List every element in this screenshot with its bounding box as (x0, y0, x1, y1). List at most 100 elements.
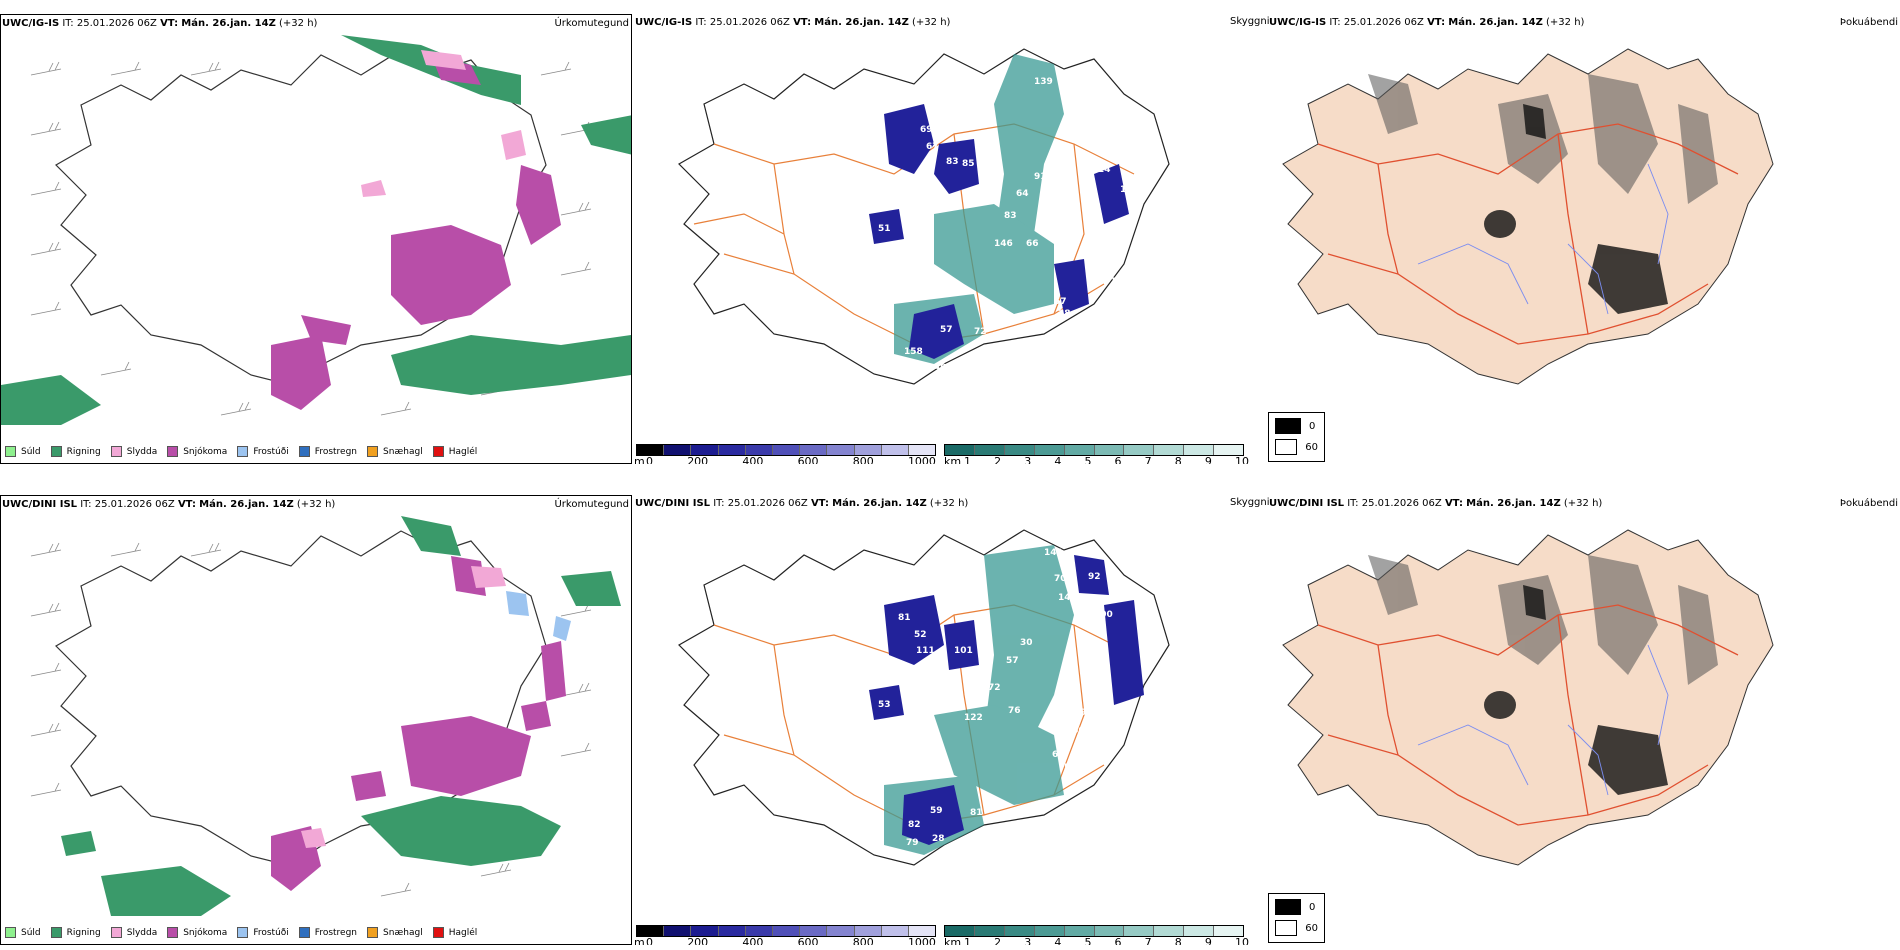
visibility-unit: km (944, 936, 962, 945)
ptype-title: Úrkomutegund (554, 18, 629, 29)
it-value: 25.01.2026 06Z (76, 18, 157, 29)
vt-label: VT: (177, 499, 196, 510)
lead-time: (+32 h) (1563, 498, 1603, 509)
it-value: 25.01.2026 06Z (1343, 17, 1424, 28)
vt-label: VT: (810, 498, 829, 509)
fog-title: Þokuábendi (1839, 498, 1898, 509)
fog-shading (1368, 74, 1718, 204)
frozen-areas (506, 591, 571, 641)
snow-areas (271, 55, 561, 410)
fog-title: Þokuábendi (1839, 17, 1898, 28)
cloud-label: 66 (1026, 239, 1039, 249)
ptype-map (1, 35, 631, 425)
cloud-label: 49 (1116, 588, 1129, 598)
cloud-label: 72 (974, 327, 987, 337)
cloud-label: 57 (1054, 297, 1067, 307)
visibility-title: Skyggni (1230, 16, 1270, 27)
cloud-label: 72 (988, 683, 1001, 693)
cloud-label: 120 (1120, 185, 1139, 195)
cloud-label: 77 (930, 109, 943, 119)
legend-drizzle: Súld (5, 927, 41, 938)
cloud-label: 52 (914, 630, 927, 640)
fog-areas (894, 54, 1064, 364)
legend-freezing-rain: Frostregn (298, 446, 357, 457)
visibility-colorbar (944, 444, 1244, 456)
fog-map (1282, 48, 1774, 385)
it-value: 25.01.2026 06Z (727, 498, 808, 509)
cloudbase-ticks: 0 200 400 600 800 1000 (646, 455, 936, 464)
panel-header: UWC/DINI ISL IT: 25.01.2026 06Z VT: Mán.… (635, 498, 968, 509)
model-name: UWC/DINI ISL (1269, 498, 1345, 509)
legend-freezing-drizzle: Frostúði (237, 927, 289, 938)
vt-value: Mán. 26.jan. 14Z (1448, 17, 1543, 28)
cloud-label: 141 (1044, 548, 1063, 558)
legend-snow: Snjókoma (167, 927, 227, 938)
legend-snow-pellets: Snæhagl (367, 446, 423, 457)
cloud-label: 67 (926, 142, 939, 152)
cloud-label: 122 (964, 713, 983, 723)
sleet-areas (361, 50, 526, 197)
cloudbase-unit: m (634, 455, 645, 464)
cloud-label: 106 (1088, 257, 1107, 267)
visibility-map: 81 52 111 101 53 72 122 76 57 30 70 92 4… (678, 529, 1170, 866)
panel-header: UWC/IG-IS IT: 25.01.2026 06Z VT: Mán. 26… (1269, 17, 1584, 28)
vt-value: Mán. 26.jan. 14Z (181, 18, 276, 29)
snow-areas (271, 556, 566, 891)
cloud-label: 59 (1064, 763, 1077, 773)
fog-roads (1317, 604, 1739, 826)
fog-rivers (1417, 163, 1669, 315)
visibility-panel: UWC/IG-IS IT: 25.01.2026 06Z VT: Mán. 26… (634, 14, 1266, 464)
cloud-label: 99 (1080, 708, 1093, 718)
cloud-label: 81 (898, 613, 911, 623)
cloud-label: 158 (904, 347, 923, 357)
vt-label: VT: (793, 17, 812, 28)
cloudbase-unit: m (634, 936, 645, 945)
it-value: 25.01.2026 06Z (1361, 498, 1442, 509)
ptype-legend: Súld Rigning Slydda Snjókoma Frostúði Fr… (5, 446, 477, 457)
fog-legend: 0 60 (1268, 412, 1325, 462)
ptype-map (30, 516, 621, 916)
cloud-label: 94 (1110, 232, 1123, 242)
cloud-label: 79 (906, 838, 919, 848)
fog-map (1282, 529, 1774, 866)
vt-value: Mán. 26.jan. 14Z (814, 17, 909, 28)
iceland-outline (678, 529, 1170, 866)
legend-freezing-drizzle: Frostúði (237, 446, 289, 457)
cloud-label: 53 (1088, 743, 1101, 753)
cloud-label: 150 (1066, 726, 1085, 736)
panel-header: UWC/DINI ISL IT: 25.01.2026 06Z VT: Mán.… (2, 499, 335, 510)
low-cloud-areas (869, 104, 1129, 359)
fog-dark-cores (1484, 104, 1668, 314)
cloud-base-labels: 81 52 111 101 53 72 122 76 57 30 70 92 4… (878, 548, 1129, 848)
low-cloud-areas (869, 555, 1144, 845)
cloud-label: 101 (954, 646, 973, 656)
panel-header: UWC/IG-IS IT: 25.01.2026 06Z VT: Mán. 26… (635, 17, 950, 28)
vt-value: Mán. 26.jan. 14Z (832, 498, 927, 509)
legend-drizzle: Súld (5, 446, 41, 457)
cloud-label: 57 (1006, 656, 1019, 666)
cloud-label: 200 (1094, 610, 1113, 620)
model-name: UWC/DINI ISL (2, 499, 78, 510)
cloud-label: 111 (916, 646, 935, 656)
cloud-label: 39 (910, 363, 923, 373)
cloud-label: 24 (1098, 165, 1111, 175)
vt-value: Mán. 26.jan. 14Z (1466, 498, 1561, 509)
cloudbase-colorbar (636, 925, 936, 937)
visibility-unit: km (944, 455, 962, 464)
cloud-label: 81 (970, 808, 983, 818)
cloud-label: 92 (1088, 572, 1101, 582)
model-name: UWC/DINI ISL (635, 498, 711, 509)
cloud-label: 83 (938, 127, 951, 137)
it-label: IT: (62, 18, 74, 29)
sleet-areas (301, 566, 506, 848)
wind-barbs (30, 542, 592, 897)
panel-header: UWC/IG-IS IT: 25.01.2026 06Z VT: Mán. 26… (2, 18, 317, 29)
cloud-label: 28 (1058, 309, 1071, 319)
cloud-label: 139 (1034, 77, 1053, 87)
it-label: IT: (1329, 17, 1341, 28)
rain-areas (61, 516, 621, 916)
legend-sleet: Slydda (110, 446, 157, 457)
cloud-label: 40 (934, 363, 947, 373)
legend-freezing-rain: Frostregn (298, 927, 357, 938)
legend-rain: Rigning (50, 446, 101, 457)
